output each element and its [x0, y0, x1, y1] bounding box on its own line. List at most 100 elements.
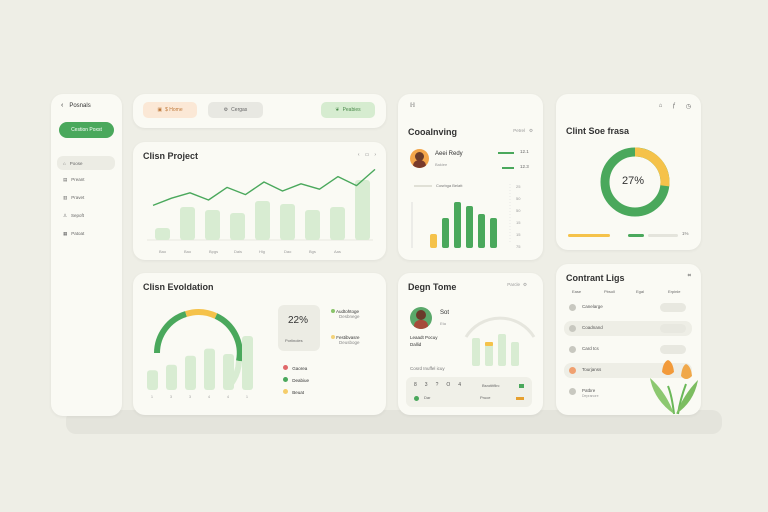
gauge-track [464, 316, 536, 338]
bookmark-icon[interactable]: ⌗ [687, 273, 691, 279]
sidebar-item-2[interactable]: ▤ Preant [57, 177, 85, 183]
home-pill[interactable]: ▣ $ Home [143, 102, 197, 118]
stat-swatch-2 [516, 397, 524, 400]
legend-dot [283, 377, 288, 382]
sidebar-item-1[interactable]: ⌂ Poose [57, 156, 115, 170]
chevron-right-icon[interactable]: › [374, 152, 376, 158]
bar [166, 364, 177, 390]
y-tick-label: 15 [516, 220, 521, 225]
sidebar-item-4[interactable]: ♙ Sepoft [57, 213, 84, 219]
avatar-body [413, 160, 426, 168]
stat-1: 12.1 [520, 149, 529, 154]
progress-yellow [568, 234, 610, 237]
design-badge: Parcle ⚙ [507, 282, 527, 288]
leaf-icon: ❦ [335, 107, 340, 113]
tulip-illustration [650, 360, 698, 415]
legend-left-2: Deabiue [283, 377, 309, 383]
x-tick-label: Aas [334, 249, 341, 254]
filter-icon[interactable]: ƒ [672, 103, 676, 109]
table-row[interactable]: Tourjanss [564, 363, 692, 378]
x-tick-label: Bpgs [209, 249, 218, 254]
person-sub: Bakiee [435, 162, 448, 167]
coordinating-chart: 25 50 50 15 15 75 [411, 184, 521, 249]
settings-icon[interactable]: ⚙ [528, 128, 533, 133]
evolution-card: Clisn Evoldation 1 3 3 4 4 1 22% Porlinoles A… [133, 273, 386, 415]
bar [255, 201, 270, 240]
project-chart: Bao Bao Bpgs Dais Hig Dao Bgs Aas [147, 168, 376, 254]
row-action[interactable] [660, 345, 686, 354]
avatar-head [416, 310, 426, 320]
x-tick-label: 4 [208, 395, 210, 399]
peabies-pill[interactable]: ❦ Peabies [321, 102, 375, 118]
legend-sub: Deusboge [339, 340, 360, 345]
clock-icon[interactable]: ◷ [685, 104, 691, 110]
chevron-left-icon[interactable]: ‹ [357, 152, 360, 158]
legend-name: Gaorea [292, 366, 308, 371]
design-chart [464, 316, 536, 366]
bar [472, 338, 480, 366]
coordinating-card: ℍ Cooalnving Petrel ⚙ Aeei Redy Bakiee 1… [398, 94, 543, 260]
table-row[interactable]: Card tcs [564, 342, 692, 357]
pager[interactable]: ‹ ▭ › [358, 152, 376, 158]
legend-right-1: Audtohtoge Desbnege [331, 309, 360, 319]
row-action[interactable] [660, 303, 686, 312]
row-icon [569, 325, 576, 332]
sidebar-item-5[interactable]: ▦ Patoat [57, 231, 84, 237]
check-icon [414, 396, 419, 401]
back-link[interactable]: ‹ Posnals [61, 102, 91, 109]
categories-pill[interactable]: ⚙ Cergas [208, 102, 263, 118]
row-action[interactable] [660, 324, 686, 333]
tool-icon[interactable]: 3 [424, 382, 428, 388]
avatar-body [414, 320, 428, 329]
tool-icon[interactable]: O [446, 382, 451, 388]
row-label: Canelarge [582, 304, 603, 309]
bookmark-icon[interactable]: ⌂ [658, 103, 663, 109]
bar [511, 342, 519, 366]
sidebar-item-label: Pravet [71, 195, 85, 200]
x-tick-label: Dao [284, 249, 292, 254]
contract-card: Contrant Ligs ⌗ Ease Pbsoll Egal Erpinle… [556, 264, 701, 415]
avatar [410, 307, 432, 329]
row-label: Card tcs [582, 346, 599, 351]
settings-icon[interactable]: ⚙ [522, 282, 527, 287]
sidebar-item-label: Poose [69, 160, 83, 166]
header-cell: Egal [636, 289, 645, 294]
bar [355, 180, 370, 240]
legend-sub: Desbnege [339, 314, 360, 319]
create-post-button[interactable]: Cestion Poxst [59, 122, 114, 138]
design-stats: 8 3 ? O 4 Bsrotitfilrc Dar Pruce [406, 377, 532, 407]
grid-icon: ▦ [63, 231, 68, 236]
sidebar-item-3[interactable]: ▥ Pravet [57, 195, 84, 201]
chart-label-line [414, 185, 432, 187]
x-tick-label: 1 [151, 395, 153, 399]
create-post-label: Cestion Poxst [71, 127, 102, 133]
tool-icon[interactable]: ? [435, 382, 439, 388]
tulip-flower [662, 360, 674, 375]
legend-name: Deabiue [292, 378, 310, 383]
row-icon [569, 346, 576, 353]
x-tick-label: 1 [246, 395, 248, 399]
avatar-head [415, 152, 424, 161]
gauge-arc-green [214, 313, 243, 362]
table-row[interactable]: Canelarge [564, 300, 692, 315]
table-row[interactable]: Patbre Depranore [564, 384, 692, 399]
leaf [676, 380, 698, 414]
legend-right-2: Festibvasre Deusboge [331, 335, 360, 345]
home-pill-label: $ Home [165, 107, 183, 113]
row-icon [569, 367, 576, 374]
settings-icon: ⚙ [223, 107, 229, 113]
legend-name: Festibvasre [336, 335, 360, 340]
tool-icon[interactable]: 4 [458, 382, 462, 388]
bar [330, 207, 345, 240]
bar [305, 210, 320, 240]
tool-icon[interactable]: 8 [414, 382, 417, 388]
donut-card: ⌂ ƒ ◷ Clint Soe frasa 27% 1% [556, 94, 701, 250]
table-row[interactable]: Coadnand [564, 321, 692, 336]
stat-bar-1 [498, 152, 514, 154]
pct-value: 22% [288, 315, 309, 326]
sidebar: ‹ Posnals Cestion Poxst ⌂ Poose ▤ Preant ▥… [51, 94, 122, 416]
hash-icon: ℍ [410, 103, 416, 109]
bar [180, 207, 195, 240]
x-tick-label: 3 [189, 395, 191, 399]
legend-left-1: Gaorea [283, 365, 307, 371]
